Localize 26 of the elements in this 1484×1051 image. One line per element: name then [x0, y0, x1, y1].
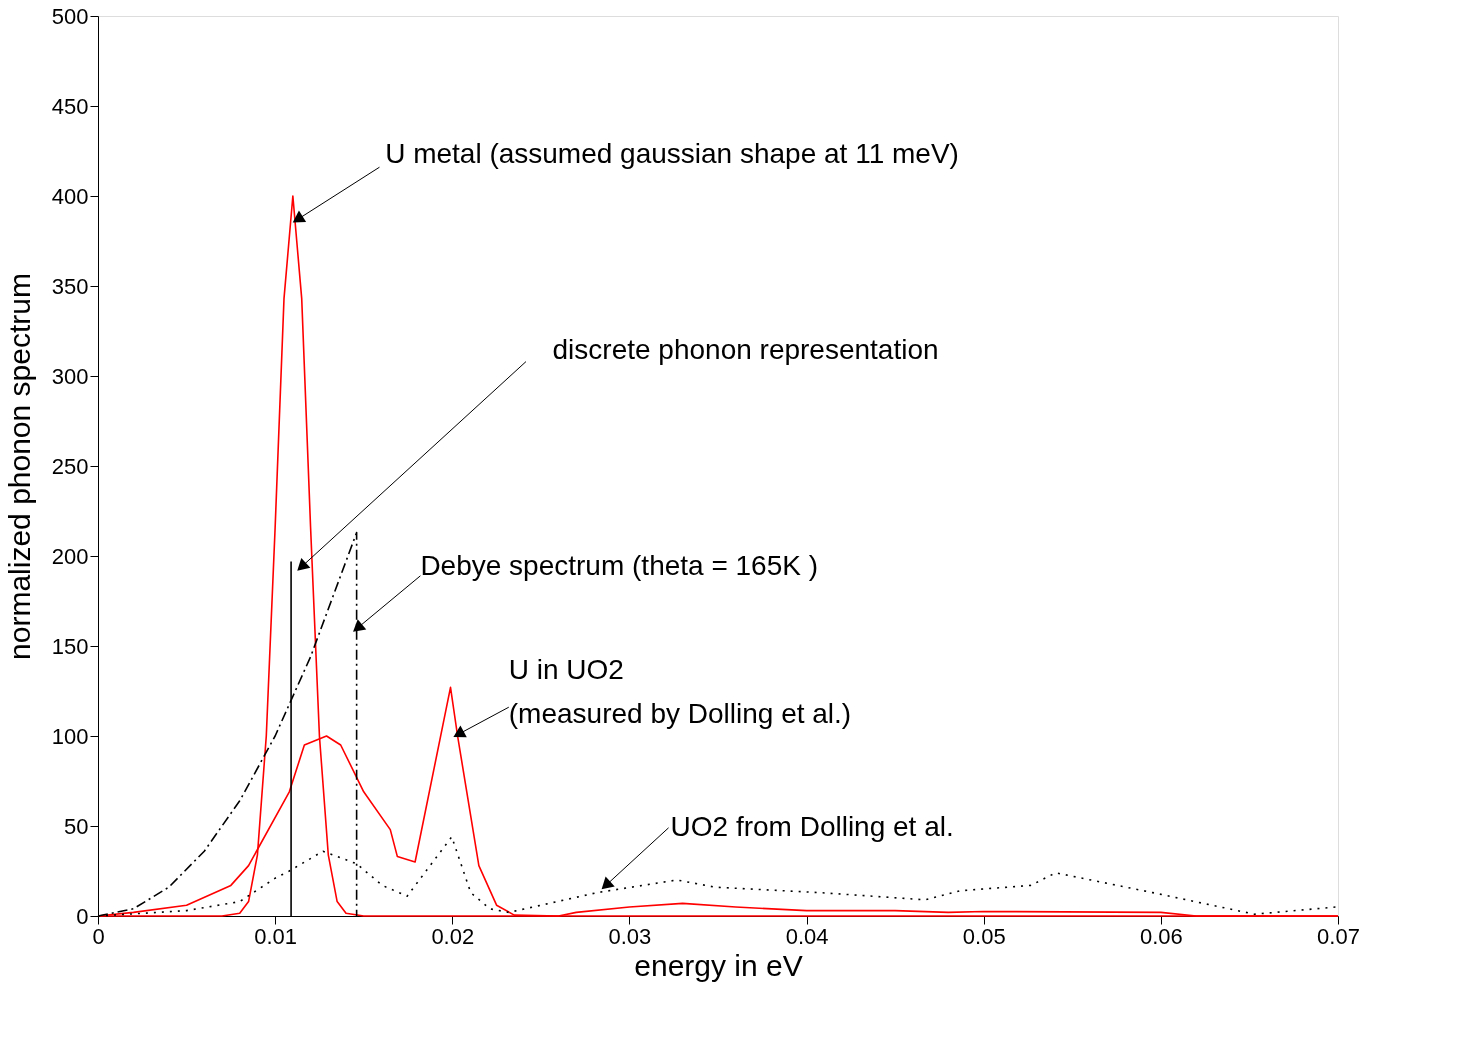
y-tick-label: 0: [76, 903, 89, 929]
x-tick-label: 0.06: [1139, 923, 1183, 949]
y-tick-label: 200: [51, 543, 89, 569]
y-tick-label: 300: [51, 363, 89, 389]
y-tick-label: 150: [51, 633, 89, 659]
annotation: UO2 from Dolling et al.: [670, 810, 954, 842]
x-tick-label: 0.02: [431, 923, 475, 949]
y-tick-label: 400: [51, 183, 89, 209]
y-tick-label: 100: [51, 723, 89, 749]
annotation: U metal (assumed gaussian shape at 11 meV): [385, 137, 959, 169]
x-tick-label: 0: [92, 923, 105, 949]
annotation: Debye spectrum (theta = 165K ): [420, 549, 819, 581]
y-tick-label: 250: [51, 453, 89, 479]
annotation: U in UO2 (measured by Dolling et al.): [508, 654, 852, 730]
y-axis-title: normalized phonon spectrum: [2, 273, 36, 660]
y-tick-label: 500: [51, 3, 89, 29]
y-tick-label: 450: [51, 93, 89, 119]
annotation: discrete phonon representation: [552, 333, 939, 365]
x-tick-label: 0.05: [962, 923, 1006, 949]
y-tick-label: 50: [64, 813, 89, 839]
x-tick-label: 0.01: [254, 923, 298, 949]
x-axis-title: energy in eV: [634, 948, 803, 982]
x-tick-label: 0.04: [785, 923, 829, 949]
x-tick-label: 0.03: [608, 923, 652, 949]
y-tick-label: 350: [51, 273, 89, 299]
x-tick-label: 0.07: [1317, 923, 1360, 949]
